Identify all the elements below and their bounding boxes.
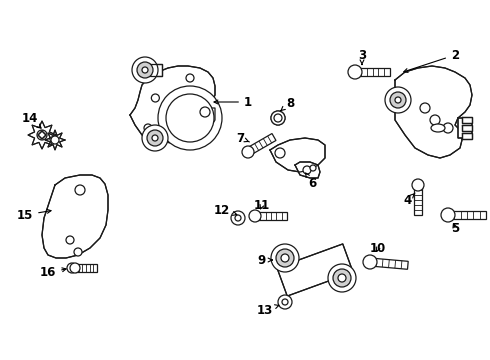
- Circle shape: [144, 132, 152, 140]
- Circle shape: [186, 74, 194, 82]
- Circle shape: [412, 179, 424, 191]
- Polygon shape: [462, 117, 472, 123]
- Polygon shape: [38, 131, 46, 139]
- Polygon shape: [150, 64, 162, 76]
- Circle shape: [144, 124, 152, 132]
- Circle shape: [242, 146, 254, 158]
- Text: 13: 13: [257, 303, 279, 316]
- Circle shape: [271, 111, 285, 125]
- Polygon shape: [75, 264, 97, 272]
- Polygon shape: [45, 130, 65, 150]
- Polygon shape: [458, 118, 472, 138]
- Circle shape: [278, 295, 292, 309]
- Polygon shape: [255, 212, 287, 220]
- Circle shape: [333, 269, 351, 287]
- Circle shape: [200, 107, 210, 117]
- Circle shape: [441, 208, 455, 222]
- Text: 11: 11: [254, 198, 270, 212]
- Circle shape: [67, 263, 77, 273]
- Text: 14: 14: [22, 112, 41, 128]
- Text: 2: 2: [404, 49, 459, 72]
- Text: 12: 12: [214, 203, 237, 216]
- Polygon shape: [414, 185, 422, 215]
- Circle shape: [151, 134, 159, 142]
- Circle shape: [152, 135, 158, 141]
- Circle shape: [310, 165, 316, 171]
- Polygon shape: [369, 258, 408, 269]
- Polygon shape: [462, 125, 472, 131]
- Circle shape: [235, 215, 241, 221]
- Circle shape: [231, 211, 245, 225]
- Circle shape: [338, 274, 346, 282]
- Text: 1: 1: [214, 95, 252, 108]
- Circle shape: [271, 244, 299, 272]
- Polygon shape: [395, 66, 472, 158]
- Text: 8: 8: [281, 96, 294, 111]
- Circle shape: [390, 92, 406, 108]
- Polygon shape: [448, 211, 486, 219]
- Circle shape: [303, 166, 311, 174]
- Polygon shape: [270, 138, 325, 172]
- Circle shape: [249, 210, 261, 222]
- Circle shape: [51, 136, 59, 144]
- Circle shape: [363, 255, 377, 269]
- Circle shape: [151, 94, 159, 102]
- Circle shape: [430, 115, 440, 125]
- Text: 4: 4: [404, 193, 415, 207]
- Circle shape: [385, 87, 411, 113]
- Circle shape: [282, 299, 288, 305]
- Polygon shape: [246, 134, 276, 156]
- Text: 15: 15: [17, 208, 51, 221]
- Circle shape: [274, 114, 282, 122]
- Circle shape: [37, 130, 47, 140]
- Ellipse shape: [431, 124, 445, 132]
- Circle shape: [142, 67, 148, 73]
- Polygon shape: [28, 121, 56, 149]
- Text: 9: 9: [258, 253, 272, 266]
- Circle shape: [149, 129, 155, 135]
- Polygon shape: [42, 175, 108, 258]
- Circle shape: [271, 111, 285, 125]
- Circle shape: [142, 125, 168, 151]
- Circle shape: [147, 130, 163, 146]
- Circle shape: [158, 86, 222, 150]
- Circle shape: [328, 264, 356, 292]
- Text: 7: 7: [236, 131, 249, 144]
- Circle shape: [66, 236, 74, 244]
- Circle shape: [70, 263, 80, 273]
- Circle shape: [74, 248, 82, 256]
- Text: 10: 10: [370, 242, 386, 255]
- Polygon shape: [295, 162, 320, 178]
- Polygon shape: [355, 68, 390, 76]
- Polygon shape: [277, 244, 353, 296]
- Text: 5: 5: [451, 221, 459, 234]
- Circle shape: [166, 94, 214, 142]
- Text: 3: 3: [358, 49, 366, 64]
- Circle shape: [137, 62, 153, 78]
- Text: 6: 6: [306, 173, 316, 189]
- Circle shape: [75, 185, 85, 195]
- Circle shape: [275, 148, 285, 158]
- Polygon shape: [130, 66, 215, 144]
- Circle shape: [348, 65, 362, 79]
- Circle shape: [275, 115, 281, 121]
- Circle shape: [395, 97, 401, 103]
- Circle shape: [443, 123, 453, 133]
- Circle shape: [132, 57, 158, 83]
- Circle shape: [420, 103, 430, 113]
- Polygon shape: [462, 133, 472, 139]
- Text: 16: 16: [40, 266, 66, 279]
- Circle shape: [276, 249, 294, 267]
- Circle shape: [281, 254, 289, 262]
